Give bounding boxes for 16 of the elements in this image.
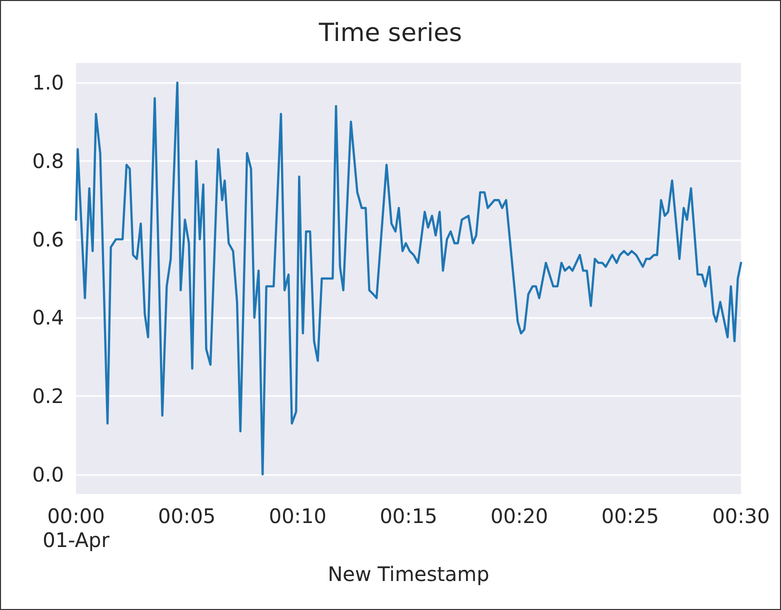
x-tick-label: 00:10: [268, 504, 326, 528]
y-tick-label: 0.6: [32, 227, 64, 252]
y-tick-label: 0.0: [32, 462, 64, 486]
x-tick-label: 00:20: [490, 504, 548, 528]
x-tick-label: 00:00 01-Apr: [42, 504, 110, 552]
x-tick-label: 00:15: [380, 504, 438, 528]
y-tick-label: 0.4: [32, 306, 64, 330]
x-tick-label: 00:25: [601, 504, 659, 528]
chart-title: Time series: [318, 18, 462, 47]
x-tick-label: 00:30: [712, 504, 770, 528]
y-tick-label: 1.0: [32, 70, 64, 95]
y-tick-label: 0.2: [32, 384, 64, 408]
x-axis-title: New Timestamp: [328, 562, 490, 586]
line-series: [74, 81, 742, 476]
y-tick-label: 0.8: [32, 148, 64, 173]
x-tick-label: 00:05: [158, 504, 216, 528]
